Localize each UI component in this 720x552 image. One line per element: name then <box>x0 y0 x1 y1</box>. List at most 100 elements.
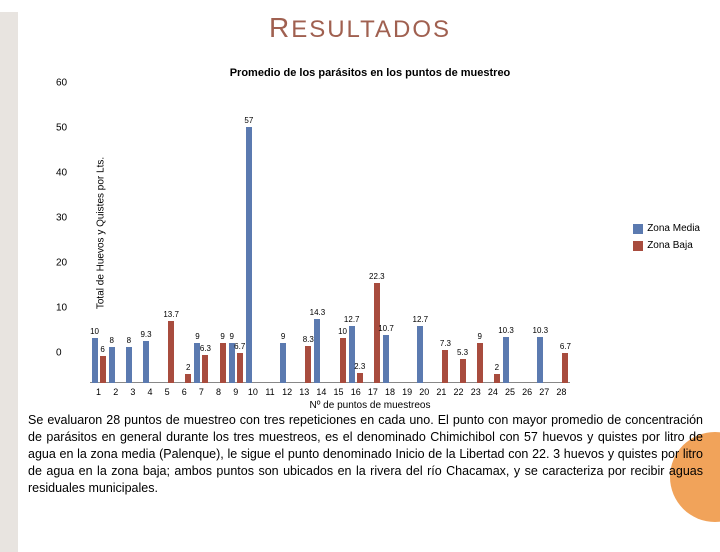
x-tick: 9 <box>233 387 238 397</box>
bar-value-label: 14.3 <box>310 308 326 317</box>
x-tick: 16 <box>351 387 361 397</box>
bar-value-label: 10.3 <box>532 326 548 335</box>
bar-baja <box>100 356 106 383</box>
body-paragraph: Se evaluaron 28 puntos de muestreo con t… <box>28 412 703 496</box>
x-tick: 6 <box>182 387 187 397</box>
chart-container: Promedio de los parásitos en los puntos … <box>80 67 660 387</box>
bar-value-label: 6.3 <box>200 344 211 353</box>
bar-value-label: 10 <box>338 327 347 336</box>
y-tick: 30 <box>56 213 67 224</box>
bar-media <box>280 343 286 384</box>
chart-plot-area: Total de Huevos y Quistes por Lts. Nº de… <box>80 83 660 383</box>
y-tick: 10 <box>56 303 67 314</box>
bar-value-label: 12.7 <box>344 315 360 324</box>
chart-title: Promedio de los parásitos en los puntos … <box>80 67 660 79</box>
bar-value-label: 9 <box>220 332 224 341</box>
bar-value-label: 57 <box>244 116 253 125</box>
legend-item: Zona Baja <box>633 240 700 251</box>
bar-baja <box>340 338 346 383</box>
bar-value-label: 6.7 <box>560 342 571 351</box>
bar-value-label: 10.7 <box>378 324 394 333</box>
bar-baja <box>357 373 363 383</box>
bar-baja <box>237 353 243 383</box>
y-tick: 20 <box>56 258 67 269</box>
bar-value-label: 8 <box>109 336 113 345</box>
x-tick: 11 <box>265 387 274 397</box>
bar-media <box>383 335 389 383</box>
x-tick: 2 <box>113 387 118 397</box>
x-tick: 23 <box>471 387 481 397</box>
bar-media <box>92 338 98 383</box>
bar-media <box>143 341 149 383</box>
bar-value-label: 6 <box>100 345 104 354</box>
bar-value-label: 9.3 <box>140 330 151 339</box>
x-tick: 1 <box>96 387 101 397</box>
bar-baja <box>477 343 483 384</box>
bar-value-label: 9 <box>477 332 481 341</box>
x-tick: 24 <box>488 387 498 397</box>
bar-baja <box>562 353 568 383</box>
bar-value-label: 6.7 <box>234 342 245 351</box>
bar-value-label: 2.3 <box>354 362 365 371</box>
x-tick: 26 <box>522 387 532 397</box>
left-accent-bar <box>0 12 18 552</box>
x-tick: 3 <box>130 387 135 397</box>
bar-media <box>537 337 543 383</box>
x-tick: 18 <box>385 387 395 397</box>
page-title: RESULTADOS <box>0 12 720 44</box>
bar-value-label: 22.3 <box>369 272 385 281</box>
y-tick: 50 <box>56 123 67 134</box>
bar-value-label: 2 <box>495 363 499 372</box>
bar-media <box>246 127 252 384</box>
bar-value-label: 9 <box>281 332 285 341</box>
bar-value-label: 9 <box>195 332 199 341</box>
x-tick: 14 <box>316 387 326 397</box>
x-tick: 17 <box>368 387 378 397</box>
chart-legend: Zona Media Zona Baja <box>633 223 700 257</box>
x-axis-label: Nº de puntos de muestreos <box>310 400 431 411</box>
legend-item: Zona Media <box>633 223 700 234</box>
bar-value-label: 7.3 <box>440 339 451 348</box>
bar-value-label: 12.7 <box>412 315 428 324</box>
bar-baja <box>202 355 208 383</box>
legend-label: Zona Baja <box>647 240 693 251</box>
bar-baja <box>185 374 191 383</box>
x-tick: 19 <box>402 387 412 397</box>
y-tick: 40 <box>56 168 67 179</box>
x-tick: 25 <box>505 387 515 397</box>
bar-value-label: 8 <box>127 336 131 345</box>
bar-baja <box>220 343 226 384</box>
bar-baja <box>442 350 448 383</box>
page-title-rest: ESULTADOS <box>291 16 451 43</box>
x-tick: 5 <box>165 387 170 397</box>
legend-label: Zona Media <box>647 223 700 234</box>
bar-value-label: 5.3 <box>457 348 468 357</box>
bar-media <box>349 326 355 383</box>
x-tick: 10 <box>248 387 258 397</box>
bar-media <box>314 319 320 383</box>
bar-baja <box>305 346 311 383</box>
bar-media <box>126 347 132 383</box>
x-tick: 21 <box>436 387 446 397</box>
legend-swatch <box>633 224 643 234</box>
bar-baja <box>494 374 500 383</box>
bar-media <box>417 326 423 383</box>
bar-baja <box>460 359 466 383</box>
x-tick: 4 <box>147 387 152 397</box>
legend-swatch <box>633 241 643 251</box>
bar-value-label: 10 <box>90 327 99 336</box>
x-tick: 12 <box>282 387 292 397</box>
bar-value-label: 9 <box>229 332 233 341</box>
x-tick: 15 <box>334 387 344 397</box>
x-tick: 22 <box>454 387 464 397</box>
x-tick: 7 <box>199 387 204 397</box>
bar-media <box>503 337 509 383</box>
bar-value-label: 13.7 <box>163 310 179 319</box>
y-tick: 0 <box>56 348 62 359</box>
bar-value-label: 2 <box>186 363 190 372</box>
x-tick: 28 <box>556 387 566 397</box>
y-axis-label: Total de Huevos y Quistes por Lts. <box>96 157 107 309</box>
x-tick: 20 <box>419 387 429 397</box>
bar-value-label: 8.3 <box>303 335 314 344</box>
bar-baja <box>168 321 174 383</box>
